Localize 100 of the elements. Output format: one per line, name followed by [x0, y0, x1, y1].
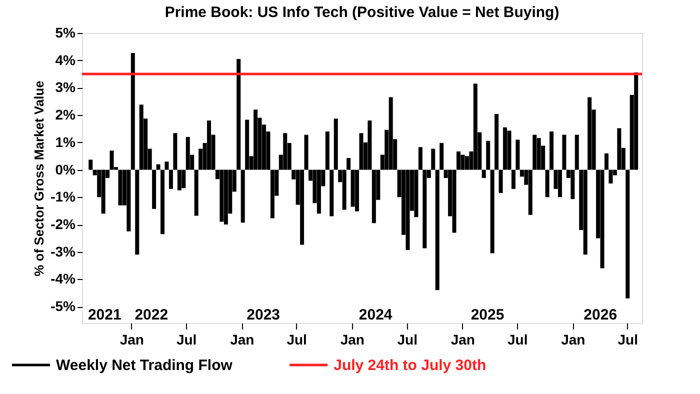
bar [110, 150, 114, 170]
x-tick-label: Jan [340, 332, 364, 348]
y-tick-label: 2% [55, 106, 76, 123]
x2-tick-label: 2022 [134, 306, 168, 324]
x-tick-label: Jul [397, 332, 418, 348]
bar [330, 170, 334, 216]
x-tick-label: Jan [561, 332, 586, 348]
bar [355, 170, 360, 212]
bar [182, 170, 186, 188]
bar [118, 170, 122, 206]
bar [220, 170, 224, 222]
y-tick-label: -2% [50, 216, 76, 232]
bar [270, 170, 274, 218]
bar [418, 147, 422, 170]
bar [626, 170, 630, 298]
bar [532, 134, 537, 170]
bar [507, 130, 512, 170]
legend-label: Weekly Net Trading Flow [56, 357, 233, 374]
bar [583, 170, 588, 255]
bar [177, 170, 182, 190]
bar [562, 134, 566, 170]
bar [283, 133, 288, 170]
bar [300, 170, 304, 245]
bar [516, 140, 520, 170]
bar [334, 118, 338, 170]
x2-tick-label: 2026 [584, 306, 618, 324]
bar [422, 170, 427, 248]
bar [130, 52, 135, 170]
bar [173, 133, 178, 170]
x-tick-label: Jan [450, 332, 475, 348]
bar [431, 148, 436, 170]
bar [135, 170, 140, 255]
bar [511, 170, 516, 189]
x-tick-label: Jul [507, 332, 528, 348]
bar [634, 72, 638, 170]
bar [388, 97, 393, 170]
bar [570, 170, 575, 200]
bar [186, 136, 190, 170]
y-tick-label: -1% [50, 188, 76, 205]
bar [600, 170, 604, 268]
bar [460, 154, 465, 170]
bar [254, 110, 258, 170]
bar [325, 131, 330, 170]
bar [359, 133, 364, 170]
y-tick-label: -3% [50, 243, 76, 260]
bar [452, 170, 456, 233]
bar [160, 170, 165, 234]
bar [545, 170, 550, 198]
bar [440, 142, 444, 170]
bar [372, 170, 376, 224]
bar [236, 58, 241, 170]
x2-tick-label: 2024 [358, 306, 393, 324]
bar [608, 170, 613, 184]
bar [574, 134, 579, 170]
y-tick-label: -5% [50, 298, 76, 314]
bar [156, 164, 160, 170]
bar [486, 140, 490, 170]
x2-tick-label: 2021 [88, 306, 122, 324]
legend-label: July 24th to July 30th [334, 357, 486, 374]
x2-tick-label: 2025 [470, 306, 504, 324]
bar [346, 158, 351, 170]
bar [126, 170, 131, 232]
bar [152, 170, 156, 209]
bar [194, 170, 198, 216]
bar [588, 97, 592, 170]
bar [304, 134, 308, 170]
bar [473, 84, 478, 170]
bar [368, 120, 372, 170]
bar [245, 120, 250, 170]
bar [101, 170, 106, 214]
x-tick-label: Jul [176, 332, 197, 348]
x-tick-label: Jan [230, 332, 254, 348]
x-tick-label: Jul [618, 332, 638, 348]
y-tick-label: 4% [55, 52, 76, 68]
bar [604, 153, 608, 170]
bar [558, 170, 562, 198]
chart-title: Prime Book: US Info Tech (Positive Value = Net Buying) [164, 4, 560, 21]
y-tick-label: -4% [50, 270, 76, 287]
bar [207, 120, 212, 170]
bar [494, 114, 499, 170]
bar [503, 127, 508, 170]
bar [164, 162, 169, 170]
bar [88, 160, 93, 170]
bar [435, 170, 440, 290]
y-tick-label: 5% [55, 24, 76, 40]
bar [550, 131, 554, 170]
y-tick-label: 3% [55, 79, 76, 96]
bar [406, 170, 410, 250]
bar [316, 170, 321, 214]
bar [456, 151, 460, 170]
bar [414, 170, 418, 218]
y-tick-label: 0% [55, 161, 76, 178]
bar [139, 104, 144, 170]
bar [498, 170, 503, 194]
bar [536, 138, 541, 170]
x-tick-label: Jan [120, 332, 144, 348]
y-tick-label: 1% [55, 134, 76, 150]
bar [617, 128, 622, 170]
bar [482, 170, 486, 178]
bar [528, 170, 532, 215]
